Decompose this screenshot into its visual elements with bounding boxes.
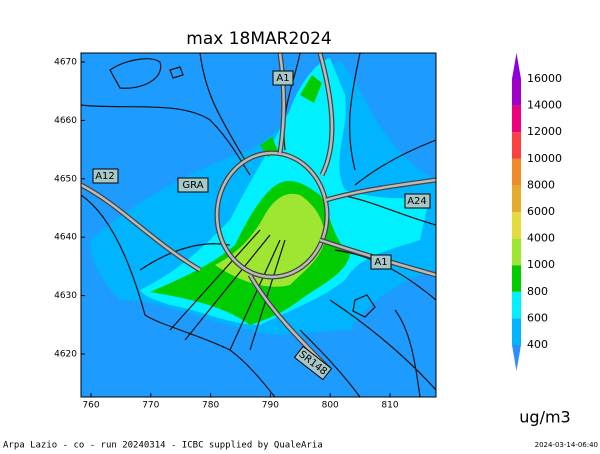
- colorbar-label: 400: [527, 338, 548, 351]
- colorbar-band: [512, 265, 521, 292]
- map-area: [81, 53, 436, 397]
- colorbar-arrow: [512, 53, 521, 79]
- x-tick-label: 760: [82, 401, 99, 411]
- x-tick-label: 810: [381, 401, 398, 411]
- colorbar-label: 6000: [527, 205, 555, 218]
- road-label: A12: [95, 171, 115, 182]
- colorbar-band: [512, 105, 521, 133]
- map-frame: [80, 52, 437, 398]
- x-tick-label: 770: [142, 401, 159, 411]
- colorbar-band: [512, 212, 521, 239]
- colorbar-band: [512, 132, 521, 159]
- axis-ticks: 760 770 780 790 800 810 4670 4660 4650 4640 4630 46…: [54, 58, 399, 411]
- y-tick-label: 4620: [54, 350, 77, 360]
- colorbar-band: [512, 291, 521, 319]
- colorbar-band: [512, 79, 521, 106]
- colorbar-band: [512, 238, 521, 266]
- x-tick-label: 780: [202, 401, 219, 411]
- colorbar-label: 1000: [527, 258, 555, 271]
- x-tick-label: 800: [322, 401, 339, 411]
- map-title: max 18MAR2024: [186, 29, 331, 49]
- colorbar-arrow: [512, 345, 521, 371]
- colorbar-label: 600: [527, 311, 548, 324]
- y-tick-label: 4640: [54, 233, 77, 243]
- unit-label: ug/m3: [519, 408, 570, 427]
- road-label: A1: [374, 257, 387, 268]
- y-tick-label: 4660: [54, 116, 77, 126]
- road-labels: A1 A12 GRA A24 A1 SR148: [92, 70, 431, 381]
- colorbar-band: [512, 185, 521, 212]
- colorbar-label: 800: [527, 285, 548, 298]
- colorbar-label: 12000: [527, 125, 562, 138]
- colorbar: 400 600 800 1000 4000 6000 8000 10000 12000 14000…: [512, 53, 562, 371]
- road-label: A24: [407, 196, 427, 207]
- road-label: A1: [276, 73, 289, 84]
- colorbar-band: [512, 158, 521, 186]
- footer-left: Arpa Lazio - co - run 20240314 - ICBC su…: [3, 441, 323, 451]
- colorbar-label: 16000: [527, 72, 562, 85]
- x-tick-label: 790: [262, 401, 279, 411]
- colorbar-label: 4000: [527, 232, 555, 245]
- footer-right: 2024-03-14-06:40: [535, 441, 598, 449]
- y-tick-label: 4670: [54, 58, 77, 68]
- colorbar-band: [512, 318, 521, 345]
- colorbar-label: 14000: [527, 99, 562, 112]
- y-tick-label: 4650: [54, 174, 77, 184]
- y-tick-label: 4630: [54, 291, 77, 301]
- road-label: GRA: [182, 180, 203, 191]
- colorbar-label: 8000: [527, 178, 555, 191]
- colorbar-label: 10000: [527, 152, 562, 165]
